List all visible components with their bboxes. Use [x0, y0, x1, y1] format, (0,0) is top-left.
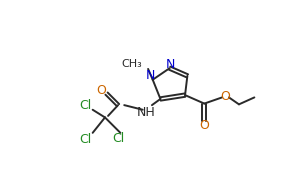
- Text: Cl: Cl: [80, 133, 92, 146]
- Text: N: N: [166, 58, 175, 71]
- Text: NH: NH: [137, 106, 156, 119]
- Text: O: O: [220, 90, 230, 103]
- Text: Cl: Cl: [113, 132, 125, 145]
- Text: O: O: [199, 119, 209, 132]
- Text: Cl: Cl: [80, 99, 92, 112]
- Text: O: O: [96, 84, 106, 97]
- Text: N: N: [146, 69, 155, 82]
- Text: CH₃: CH₃: [121, 59, 142, 69]
